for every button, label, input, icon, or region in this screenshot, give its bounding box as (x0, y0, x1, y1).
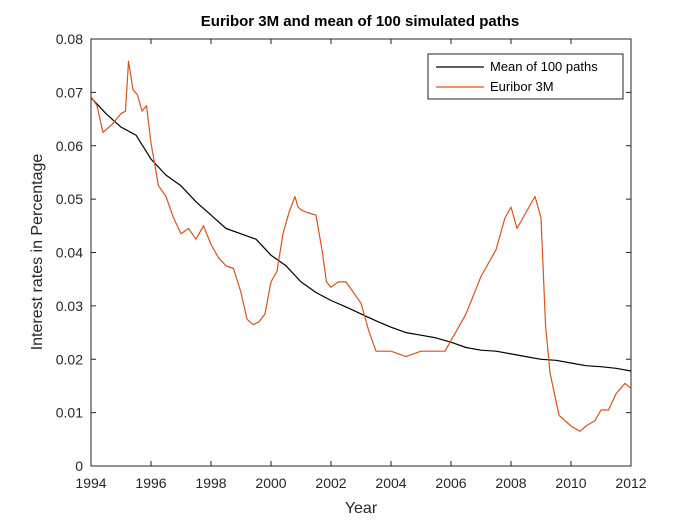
x-tick-label: 2002 (315, 475, 346, 491)
x-tick-label: 1994 (75, 475, 106, 491)
y-tick-label: 0 (75, 458, 83, 474)
series-line-euribor (90, 60, 632, 432)
axis-ticks: 1994 1996 1998 2000 2002 2004 2006 2008 2010 2012… (56, 31, 647, 491)
series-layer (90, 60, 632, 432)
legend-box (427, 53, 624, 100)
chart-title: Euribor 3M and mean of 100 simulated pat… (201, 13, 519, 30)
x-tick-label: 1998 (195, 475, 226, 491)
y-tick-label: 0.04 (56, 245, 83, 261)
x-axis-label: Year (345, 500, 378, 517)
x-tick-label: 2004 (375, 475, 406, 491)
y-tick-label: 0.01 (56, 405, 83, 421)
y-tick-label: 0.03 (56, 298, 83, 314)
y-tick-label: 0.02 (56, 351, 83, 367)
x-tick-label: 2008 (495, 475, 526, 491)
y-tick-label: 0.07 (56, 84, 83, 100)
x-tick-label: 2000 (255, 475, 286, 491)
y-axis-label: Interest rates in Percentage (29, 154, 46, 351)
y-tick-label: 0.05 (56, 191, 83, 207)
x-tick-label: 2012 (615, 475, 646, 491)
legend: Mean of 100 paths Euribor 3M (427, 53, 624, 100)
plot-area (90, 38, 632, 467)
series-line-mean (90, 97, 632, 372)
legend-label-euribor: Euribor 3M (490, 79, 554, 94)
x-tick-label: 1996 (135, 475, 166, 491)
x-tick-label: 2010 (555, 475, 586, 491)
x-tick-label: 2006 (435, 475, 466, 491)
y-tick-label: 0.06 (56, 138, 83, 154)
legend-label-mean: Mean of 100 paths (490, 59, 598, 74)
y-tick-label: 0.08 (56, 31, 83, 47)
